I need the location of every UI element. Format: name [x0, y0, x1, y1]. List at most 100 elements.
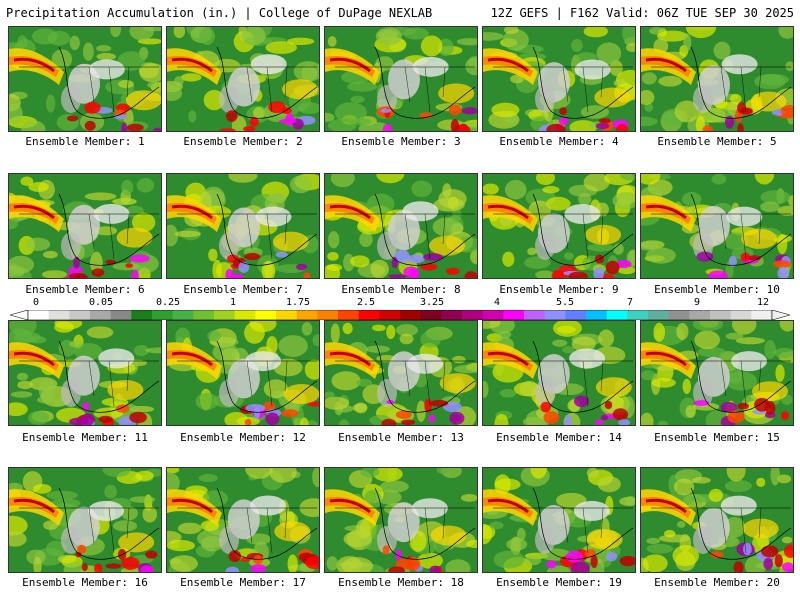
precip-map: [325, 174, 477, 278]
ensemble-member-map: [324, 173, 478, 279]
precip-map: [325, 321, 477, 425]
colorbar-bin: [751, 310, 773, 320]
colorbar-bin: [482, 310, 504, 320]
precip-map: [325, 27, 477, 131]
ensemble-member-label: Ensemble Member: 12: [180, 431, 306, 444]
ensemble-member-label: Ensemble Member: 16: [22, 576, 148, 589]
precip-map: [9, 174, 161, 278]
ensemble-member-map: [166, 320, 320, 426]
precip-map: [483, 174, 635, 278]
colorbar-bin: [131, 310, 153, 320]
ensemble-member-map: [324, 467, 478, 573]
ensemble-member-map: [640, 320, 794, 426]
precip-map: [641, 27, 793, 131]
colorbar-bin: [255, 310, 277, 320]
precip-map: [325, 468, 477, 572]
ensemble-member-label: Ensemble Member: 17: [180, 576, 306, 589]
colorbar-bin: [214, 310, 236, 320]
colorbar-bin: [69, 310, 91, 320]
colorbar-bin: [28, 310, 50, 320]
colorbar-bin: [668, 310, 690, 320]
colorbar-tick-label: 0.05: [88, 297, 114, 308]
ensemble-member-map: [324, 320, 478, 426]
ensemble-member-label: Ensemble Member: 13: [338, 431, 464, 444]
ensemble-member-label: Ensemble Member: 9: [499, 283, 619, 296]
precip-map: [641, 174, 793, 278]
precip-map: [483, 468, 635, 572]
colorbar-bin: [648, 310, 670, 320]
ensemble-member-map: [166, 467, 320, 573]
colorbar-bin: [379, 310, 401, 320]
ensemble-member-label: Ensemble Member: 14: [496, 431, 622, 444]
colorbar-min-arrow: [10, 310, 29, 320]
colorbar-bin: [689, 310, 711, 320]
precip-map: [167, 174, 319, 278]
colorbar-bin: [730, 310, 752, 320]
colorbar-bin: [276, 310, 298, 320]
colorbar-bin: [234, 310, 256, 320]
ensemble-member-label: Ensemble Member: 18: [338, 576, 464, 589]
ensemble-member-map: [166, 173, 320, 279]
colorbar-bin: [606, 310, 628, 320]
colorbar-tick-label: 5.5: [555, 297, 575, 308]
colorbar-bin: [441, 310, 463, 320]
ensemble-member-map: [640, 26, 794, 132]
precip-map: [9, 468, 161, 572]
colorbar-bin: [358, 310, 380, 320]
ensemble-member-map: [8, 173, 162, 279]
ensemble-member-label: Ensemble Member: 5: [657, 135, 777, 148]
colorbar-bin: [420, 310, 442, 320]
ensemble-member-label: Ensemble Member: 10: [654, 283, 780, 296]
colorbar-bin: [627, 310, 649, 320]
ensemble-member-label: Ensemble Member: 15: [654, 431, 780, 444]
colorbar-tick-label: 12: [756, 297, 770, 308]
colorbar-bin: [710, 310, 732, 320]
colorbar-tick-label: 1: [229, 297, 237, 308]
chart-title: Precipitation Accumulation (in.) | Colle…: [6, 6, 433, 20]
ensemble-member-label: Ensemble Member: 4: [499, 135, 619, 148]
ensemble-member-map: [640, 173, 794, 279]
precip-map: [641, 321, 793, 425]
precip-map: [167, 321, 319, 425]
precip-map: [483, 27, 635, 131]
run-valid-time: 12Z GEFS | F162 Valid: 06Z TUE SEP 30 20…: [490, 6, 794, 20]
precip-map: [9, 321, 161, 425]
colorbar-bin: [48, 310, 70, 320]
ensemble-member-map: [482, 467, 636, 573]
colorbar-bin: [586, 310, 608, 320]
ensemble-member-map: [166, 26, 320, 132]
ensemble-member-map: [482, 26, 636, 132]
colorbar-tick-label: 0: [32, 297, 40, 308]
colorbar-tick-label: 4: [493, 297, 501, 308]
colorbar-bin: [317, 310, 339, 320]
colorbar-bin: [565, 310, 587, 320]
ensemble-member-label: Ensemble Member: 11: [22, 431, 148, 444]
colorbar-tick-label: 1.75: [285, 297, 311, 308]
colorbar-tick-label: 0.25: [155, 297, 181, 308]
colorbar-bin: [338, 310, 360, 320]
ensemble-member-label: Ensemble Member: 8: [341, 283, 461, 296]
colorbar-bin: [544, 310, 566, 320]
colorbar-bin: [524, 310, 546, 320]
precip-map: [483, 321, 635, 425]
precip-map: [167, 27, 319, 131]
colorbar-bin: [193, 310, 215, 320]
ensemble-member-map: [324, 26, 478, 132]
ensemble-member-map: [8, 467, 162, 573]
ensemble-member-map: [8, 320, 162, 426]
colorbar-tick-label: 3.25: [419, 297, 445, 308]
colorbar-max-arrow: [771, 310, 790, 320]
ensemble-member-label: Ensemble Member: 6: [25, 283, 145, 296]
colorbar-tick-label: 2.5: [356, 297, 376, 308]
colorbar-bin: [90, 310, 112, 320]
precip-map: [9, 27, 161, 131]
ensemble-member-label: Ensemble Member: 20: [654, 576, 780, 589]
ensemble-member-label: Ensemble Member: 2: [183, 135, 303, 148]
colorbar-bin: [110, 310, 132, 320]
colorbar-bin: [296, 310, 318, 320]
precip-map: [641, 468, 793, 572]
precip-colorbar: [10, 310, 790, 320]
ensemble-member-map: [482, 320, 636, 426]
colorbar-bin: [172, 310, 194, 320]
colorbar-tick-label: 9: [693, 297, 701, 308]
